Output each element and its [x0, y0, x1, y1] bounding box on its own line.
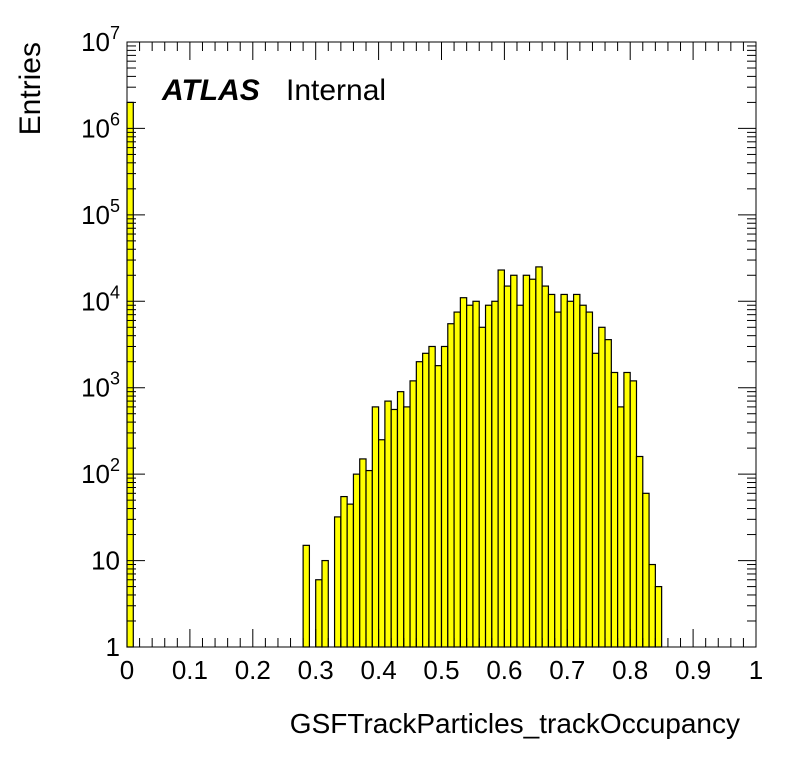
histogram-bar — [428, 345, 436, 648]
y-tick-label: 106 — [81, 109, 120, 143]
histogram-bar — [635, 455, 644, 648]
axis-ticks — [126, 41, 757, 648]
histogram-bar — [535, 266, 543, 648]
atlas-label: ATLAS — [161, 74, 260, 107]
histogram-bar — [447, 323, 455, 648]
histogram-bar — [560, 293, 568, 648]
histogram-bar — [510, 274, 518, 648]
histogram-bar — [478, 326, 487, 648]
histogram-bar — [629, 380, 638, 648]
y-tick-label: 105 — [81, 196, 120, 230]
histogram-bar — [566, 300, 575, 648]
histogram-bar — [623, 371, 631, 648]
histogram-bar — [321, 559, 329, 648]
histogram-bar — [459, 297, 468, 648]
histogram-bar — [654, 585, 663, 648]
histogram-bar — [371, 406, 380, 648]
histogram-bar — [491, 300, 499, 648]
histogram-bar — [503, 285, 512, 648]
y-axis-title: Entries — [14, 42, 47, 135]
x-tick-label: 0.7 — [549, 655, 585, 685]
histogram-bar — [642, 492, 650, 648]
y-tick-label: 107 — [81, 23, 120, 57]
histogram-bar — [572, 293, 581, 648]
histogram-bar — [403, 406, 411, 648]
x-tick-label: 1 — [749, 655, 763, 685]
histogram-bar — [378, 439, 386, 648]
x-tick-label: 0.3 — [298, 655, 334, 685]
histogram-bar — [610, 371, 619, 648]
histogram-bar — [315, 579, 323, 648]
histogram-bar — [333, 516, 342, 648]
x-tick-label: 0 — [120, 655, 134, 685]
y-tick-labels: 1 10 102 103 104 105 106 107 — [81, 23, 120, 662]
histogram-bar — [440, 345, 449, 648]
histogram-bar — [302, 544, 311, 648]
y-tick-label: 102 — [81, 455, 120, 489]
histogram-bar — [434, 365, 443, 648]
histogram-bar — [516, 304, 524, 648]
y-tick-label: 104 — [81, 282, 120, 316]
y-tick-label: 1 — [106, 632, 120, 662]
histogram-bar — [390, 408, 399, 648]
x-tick-label: 0.6 — [486, 655, 522, 685]
histogram-bar — [415, 361, 424, 648]
histogram-bar — [126, 101, 134, 648]
histogram-bar — [585, 311, 594, 648]
histogram-bar — [528, 278, 537, 648]
x-tick-label: 0.8 — [612, 655, 648, 685]
histogram-bar — [648, 563, 656, 648]
histogram-bar — [484, 304, 493, 648]
x-tick-label: 0.4 — [361, 655, 397, 685]
x-tick-label: 0.5 — [423, 655, 459, 685]
histogram-bar — [541, 285, 550, 648]
x-tick-labels: 0 0.1 0.2 0.3 0.4 0.5 0.6 0.7 0.8 0.9 1 — [120, 655, 763, 685]
histogram-bar — [365, 469, 373, 648]
histogram-bar — [466, 304, 474, 648]
y-tick-label: 10 — [91, 546, 120, 576]
histogram-bar — [547, 293, 556, 648]
histogram-bar — [409, 380, 417, 648]
histogram-bar — [346, 503, 355, 648]
histogram-bar — [340, 495, 348, 648]
histogram-bar — [359, 458, 367, 648]
y-tick-label: 103 — [81, 369, 120, 403]
histogram-bar — [579, 304, 587, 648]
histogram-bar — [497, 269, 505, 648]
histogram-bar — [453, 311, 461, 648]
x-tick-label: 0.2 — [235, 655, 271, 685]
histogram-bars — [126, 101, 663, 648]
histogram-bar — [522, 274, 531, 648]
histogram-bar — [422, 352, 430, 648]
histogram-bar — [396, 391, 405, 648]
histogram-bar — [384, 400, 392, 648]
histogram-bar — [472, 300, 480, 648]
histogram-bar — [554, 311, 562, 648]
x-axis-title: GSFTrackParticles_trackOccupancy — [290, 708, 740, 739]
histogram-bar — [604, 339, 612, 648]
histogram-bar — [352, 473, 361, 648]
histogram-bar — [598, 326, 606, 648]
x-tick-label: 0.1 — [172, 655, 208, 685]
x-tick-label: 0.9 — [675, 655, 711, 685]
histogram-bar — [591, 352, 600, 648]
histogram-bar — [617, 406, 625, 648]
status-label: Internal — [286, 74, 386, 107]
